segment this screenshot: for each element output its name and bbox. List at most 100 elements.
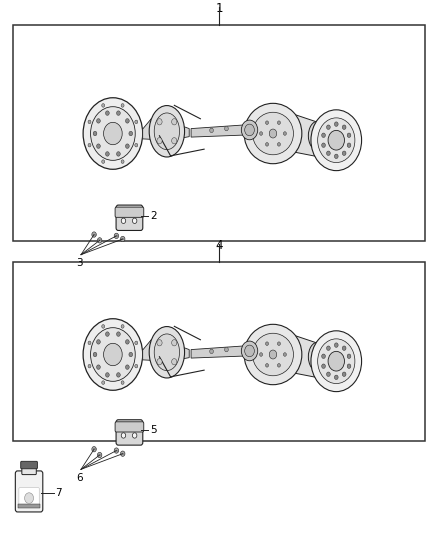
- FancyBboxPatch shape: [15, 471, 43, 512]
- Circle shape: [91, 107, 135, 160]
- Text: 7: 7: [56, 488, 62, 498]
- Circle shape: [172, 359, 177, 365]
- Circle shape: [120, 236, 125, 241]
- Circle shape: [106, 111, 109, 115]
- Circle shape: [327, 151, 330, 156]
- Circle shape: [121, 325, 124, 328]
- FancyBboxPatch shape: [115, 207, 144, 217]
- Circle shape: [88, 120, 91, 124]
- Circle shape: [102, 381, 105, 384]
- Circle shape: [265, 142, 268, 146]
- Circle shape: [260, 132, 262, 135]
- Circle shape: [265, 342, 268, 345]
- Circle shape: [241, 341, 258, 361]
- Ellipse shape: [244, 324, 302, 385]
- Text: 4: 4: [215, 238, 223, 252]
- Circle shape: [106, 332, 109, 336]
- Circle shape: [318, 118, 355, 163]
- Bar: [13, 25, 425, 241]
- Circle shape: [321, 364, 325, 368]
- Circle shape: [93, 352, 97, 357]
- Circle shape: [328, 351, 344, 371]
- Bar: [13, 262, 425, 441]
- Circle shape: [88, 341, 91, 345]
- Circle shape: [241, 120, 258, 140]
- Circle shape: [92, 447, 96, 452]
- Circle shape: [83, 319, 143, 390]
- Circle shape: [157, 340, 162, 346]
- Circle shape: [260, 353, 262, 356]
- Circle shape: [342, 125, 346, 130]
- FancyBboxPatch shape: [21, 461, 37, 469]
- Circle shape: [210, 349, 213, 353]
- Circle shape: [102, 103, 105, 107]
- Circle shape: [117, 373, 120, 377]
- Circle shape: [172, 119, 177, 125]
- Circle shape: [135, 120, 138, 124]
- Text: 1: 1: [215, 2, 223, 15]
- Circle shape: [335, 343, 338, 348]
- Circle shape: [25, 493, 34, 504]
- Circle shape: [225, 126, 228, 131]
- Circle shape: [132, 433, 137, 438]
- Circle shape: [347, 133, 351, 138]
- Circle shape: [96, 365, 100, 369]
- Circle shape: [321, 133, 325, 138]
- Polygon shape: [143, 119, 151, 139]
- Circle shape: [225, 348, 228, 352]
- Circle shape: [245, 124, 254, 136]
- Circle shape: [269, 129, 277, 138]
- Circle shape: [311, 110, 362, 171]
- Circle shape: [245, 345, 254, 357]
- Circle shape: [114, 448, 119, 453]
- Text: 2: 2: [150, 211, 156, 221]
- Polygon shape: [295, 336, 321, 378]
- Circle shape: [157, 119, 162, 125]
- Circle shape: [92, 232, 96, 237]
- Circle shape: [91, 328, 135, 381]
- Polygon shape: [295, 115, 321, 157]
- Circle shape: [172, 340, 177, 346]
- Circle shape: [283, 353, 286, 356]
- Polygon shape: [182, 126, 189, 138]
- Circle shape: [117, 152, 120, 156]
- Circle shape: [135, 365, 138, 368]
- FancyBboxPatch shape: [22, 465, 36, 474]
- Circle shape: [311, 331, 362, 392]
- Circle shape: [327, 346, 330, 350]
- Circle shape: [88, 365, 91, 368]
- Circle shape: [321, 354, 325, 359]
- Circle shape: [328, 131, 344, 150]
- Circle shape: [102, 160, 105, 164]
- Polygon shape: [191, 345, 250, 358]
- Circle shape: [103, 123, 122, 144]
- Circle shape: [102, 325, 105, 328]
- Circle shape: [269, 350, 277, 359]
- Ellipse shape: [308, 342, 327, 372]
- Circle shape: [318, 339, 355, 384]
- Circle shape: [335, 375, 338, 379]
- Circle shape: [120, 451, 125, 456]
- Circle shape: [277, 342, 280, 345]
- Circle shape: [335, 122, 338, 126]
- Ellipse shape: [154, 113, 180, 150]
- Circle shape: [96, 119, 100, 123]
- FancyBboxPatch shape: [116, 205, 143, 230]
- Circle shape: [321, 143, 325, 148]
- Circle shape: [347, 364, 351, 368]
- Circle shape: [135, 341, 138, 345]
- Circle shape: [327, 372, 330, 376]
- Circle shape: [277, 142, 280, 146]
- Circle shape: [157, 138, 162, 144]
- Bar: [18, 504, 40, 508]
- Circle shape: [126, 365, 129, 369]
- Circle shape: [129, 131, 133, 136]
- Circle shape: [327, 125, 330, 130]
- Circle shape: [96, 340, 100, 344]
- Text: 5: 5: [150, 425, 156, 435]
- Circle shape: [132, 218, 137, 223]
- Circle shape: [114, 233, 119, 239]
- Circle shape: [117, 332, 120, 336]
- Circle shape: [342, 372, 346, 376]
- Circle shape: [83, 98, 143, 169]
